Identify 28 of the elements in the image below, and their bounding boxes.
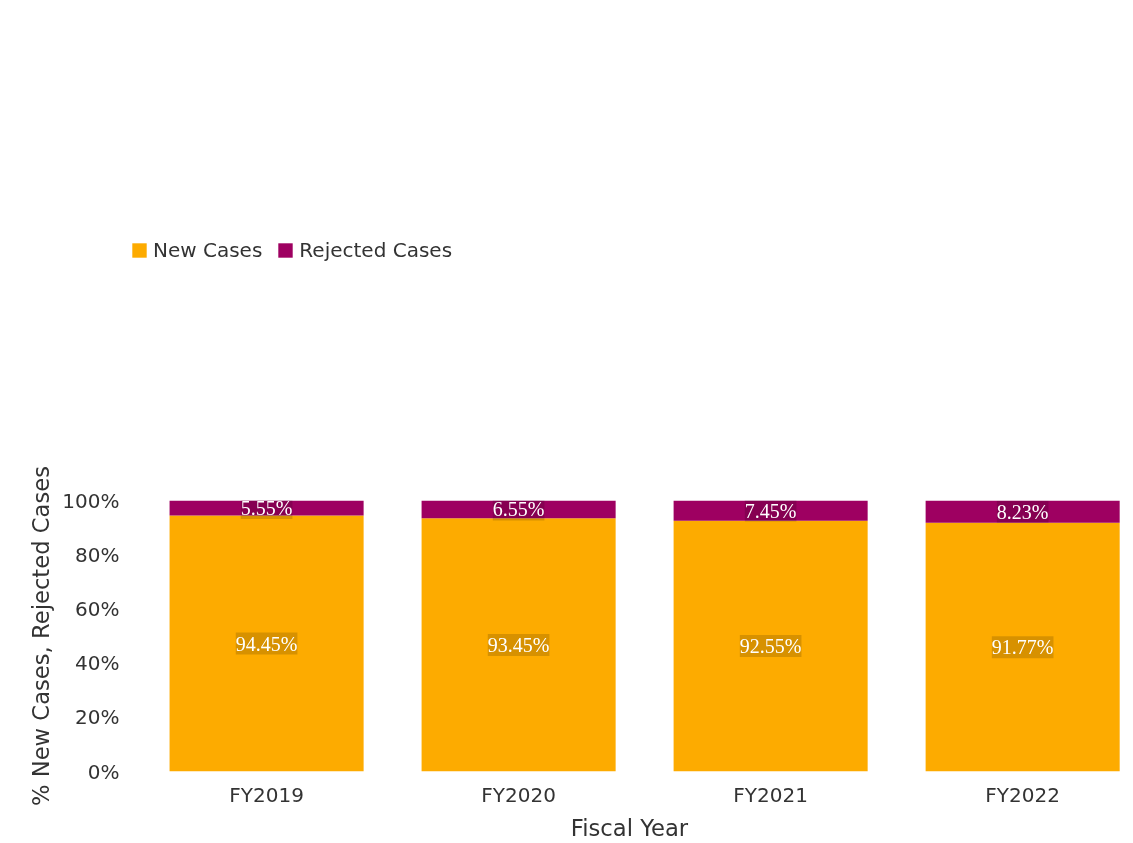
data-label: 5.55% [240,497,293,520]
data-label: 8.23% [996,500,1049,523]
bar [925,500,1120,523]
y-tick-label: 80% [75,542,120,567]
data-label: 6.55% [492,498,545,521]
data-label: 91.77% [991,636,1054,659]
y-tick-label: 20% [75,705,120,730]
legend-label: Rejected Cases [299,238,453,262]
x-axis-title: Fiscal Year [570,814,689,841]
data-label: 7.45% [744,499,797,522]
y-tick-label: 60% [75,596,120,621]
y-tick-label: 100% [62,488,120,513]
x-tick-label: FY2021 [733,782,808,807]
bar [169,515,364,772]
data-label: 93.45% [487,633,550,656]
y-tick-label: 0% [87,759,120,784]
bar [673,500,868,521]
y-tick-label: 40% [75,651,120,676]
data-label: 92.55% [739,635,802,658]
x-tick-label: FY2022 [985,782,1060,807]
data-label: 94.45% [235,632,298,655]
x-tick-label: FY2020 [481,782,556,807]
legend-label: New Cases [153,238,263,262]
x-tick-label: FY2019 [229,782,304,807]
bar [673,520,868,772]
bar [421,518,616,772]
bar [925,522,1120,772]
y-axis-title: % New Cases, Rejected Cases [28,465,55,806]
